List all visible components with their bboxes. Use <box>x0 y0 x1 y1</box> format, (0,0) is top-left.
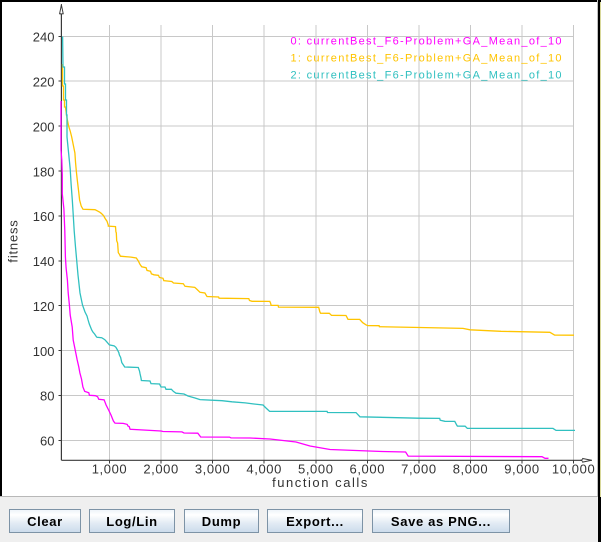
svg-text:1,000: 1,000 <box>92 461 128 476</box>
svg-text:5,000: 5,000 <box>298 461 334 476</box>
svg-text:6,000: 6,000 <box>350 461 386 476</box>
svg-text:160: 160 <box>33 209 55 224</box>
svg-text:fitness: fitness <box>5 219 20 262</box>
svg-text:120: 120 <box>33 299 55 314</box>
svg-text:200: 200 <box>33 119 55 134</box>
svg-text:0: currentBest_F6-Problem+GA_M: 0: currentBest_F6-Problem+GA_Mean_of_10 <box>291 36 563 48</box>
svg-text:140: 140 <box>33 254 55 269</box>
svg-text:9,000: 9,000 <box>504 461 540 476</box>
svg-text:100: 100 <box>33 344 55 359</box>
svg-text:10,000: 10,000 <box>552 461 595 476</box>
svg-text:80: 80 <box>40 389 54 404</box>
svg-text:2: currentBest_F6-Problem+GA_M: 2: currentBest_F6-Problem+GA_Mean_of_10 <box>291 70 563 82</box>
svg-text:function calls: function calls <box>272 475 369 490</box>
svg-text:220: 220 <box>33 75 55 90</box>
svg-text:3,000: 3,000 <box>195 461 231 476</box>
svg-text:4,000: 4,000 <box>246 461 282 476</box>
svg-text:2,000: 2,000 <box>143 461 179 476</box>
svg-text:1: currentBest_F6-Problem+GA_M: 1: currentBest_F6-Problem+GA_Mean_of_10 <box>291 53 563 65</box>
svg-text:7,000: 7,000 <box>401 461 437 476</box>
svg-text:240: 240 <box>33 30 55 45</box>
svg-text:180: 180 <box>33 164 55 179</box>
svg-text:8,000: 8,000 <box>453 461 489 476</box>
svg-text:60: 60 <box>40 434 54 449</box>
